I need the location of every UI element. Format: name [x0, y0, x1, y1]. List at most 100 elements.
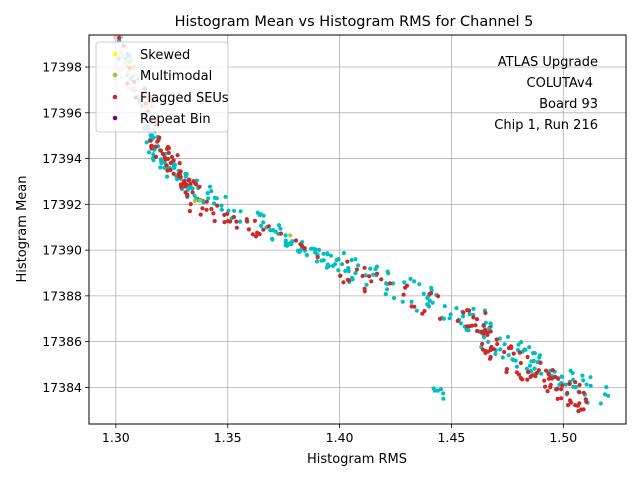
data-point — [283, 243, 288, 248]
data-point — [481, 331, 486, 336]
data-point — [517, 350, 522, 355]
data-point — [190, 190, 195, 195]
x-tick-label: 1.50 — [549, 430, 577, 445]
data-point — [250, 232, 255, 237]
data-point — [206, 196, 211, 201]
data-point — [502, 349, 507, 355]
data-point — [364, 282, 369, 287]
data-point — [576, 409, 581, 414]
legend-marker-skewed — [112, 51, 118, 57]
data-point — [338, 273, 343, 278]
y-tick-label: 17392 — [42, 197, 82, 212]
data-point — [559, 387, 564, 392]
data-point — [290, 239, 295, 244]
data-point — [304, 253, 309, 258]
data-point — [166, 150, 171, 155]
data-point — [542, 378, 547, 383]
data-point — [414, 308, 419, 313]
data-point — [179, 184, 184, 190]
data-point — [438, 316, 443, 321]
data-point — [234, 225, 239, 230]
data-point — [431, 386, 436, 391]
data-point — [345, 259, 350, 264]
data-point — [266, 224, 271, 229]
data-point — [401, 292, 406, 297]
data-point — [368, 266, 373, 271]
data-point — [204, 199, 209, 204]
data-point — [253, 234, 259, 239]
data-point — [529, 373, 535, 378]
data-point — [350, 277, 355, 282]
data-point — [356, 263, 361, 268]
data-point — [367, 274, 372, 279]
data-point — [153, 144, 158, 149]
data-point — [151, 135, 156, 140]
data-point — [577, 382, 582, 388]
data-point — [555, 396, 560, 401]
data-point — [255, 210, 260, 215]
data-point — [181, 179, 186, 184]
data-point — [171, 158, 176, 163]
data-point — [514, 364, 520, 369]
data-point — [559, 374, 564, 379]
data-point — [349, 258, 354, 263]
data-point — [283, 233, 288, 238]
data-point — [353, 257, 358, 262]
data-point — [209, 206, 214, 212]
data-point — [430, 300, 435, 305]
data-point — [184, 172, 189, 177]
data-point — [533, 374, 538, 379]
data-point — [278, 226, 283, 231]
data-point — [222, 220, 227, 225]
data-point — [441, 316, 446, 321]
data-point — [464, 327, 469, 332]
data-point — [488, 321, 493, 326]
data-point — [484, 349, 489, 354]
data-point — [519, 340, 524, 345]
data-point — [371, 272, 376, 277]
data-point — [225, 211, 230, 216]
data-point — [211, 201, 217, 206]
data-point — [193, 181, 198, 186]
data-point — [544, 368, 549, 373]
annotation-line-1: ATLAS Upgrade — [498, 55, 598, 70]
data-point — [542, 384, 548, 389]
data-point — [455, 318, 460, 323]
data-point — [315, 255, 320, 260]
data-point — [158, 157, 164, 162]
data-point — [502, 342, 507, 347]
annotation-line-2: COLUTAv4 — [527, 76, 593, 91]
data-point — [426, 304, 432, 309]
data-point — [258, 223, 264, 228]
y-tick-label: 17396 — [42, 105, 82, 120]
x-tick-label: 1.40 — [326, 430, 354, 445]
data-point — [197, 198, 202, 203]
data-point — [205, 191, 210, 196]
data-point — [346, 269, 351, 274]
data-point — [404, 283, 410, 288]
data-point — [509, 345, 514, 350]
data-point — [113, 35, 118, 40]
data-point — [525, 354, 530, 360]
data-point — [548, 382, 553, 387]
data-point — [527, 363, 533, 368]
data-point — [536, 368, 541, 373]
y-tick-label: 17390 — [42, 243, 82, 258]
data-point — [168, 167, 173, 173]
data-point — [334, 258, 339, 263]
data-point — [421, 291, 426, 296]
y-tick-label: 17384 — [42, 380, 82, 395]
data-point — [563, 382, 568, 387]
data-point — [144, 140, 149, 145]
chart-annotation: ATLAS Upgrade COLUTAv4 Board 93 Chip 1, … — [494, 55, 598, 133]
data-point — [417, 282, 422, 287]
data-point — [214, 196, 219, 201]
data-point — [511, 351, 516, 356]
data-point — [409, 299, 414, 304]
data-point — [270, 237, 275, 242]
data-point — [569, 400, 574, 405]
data-point — [385, 287, 390, 292]
data-point — [158, 148, 163, 153]
data-point — [159, 161, 164, 166]
